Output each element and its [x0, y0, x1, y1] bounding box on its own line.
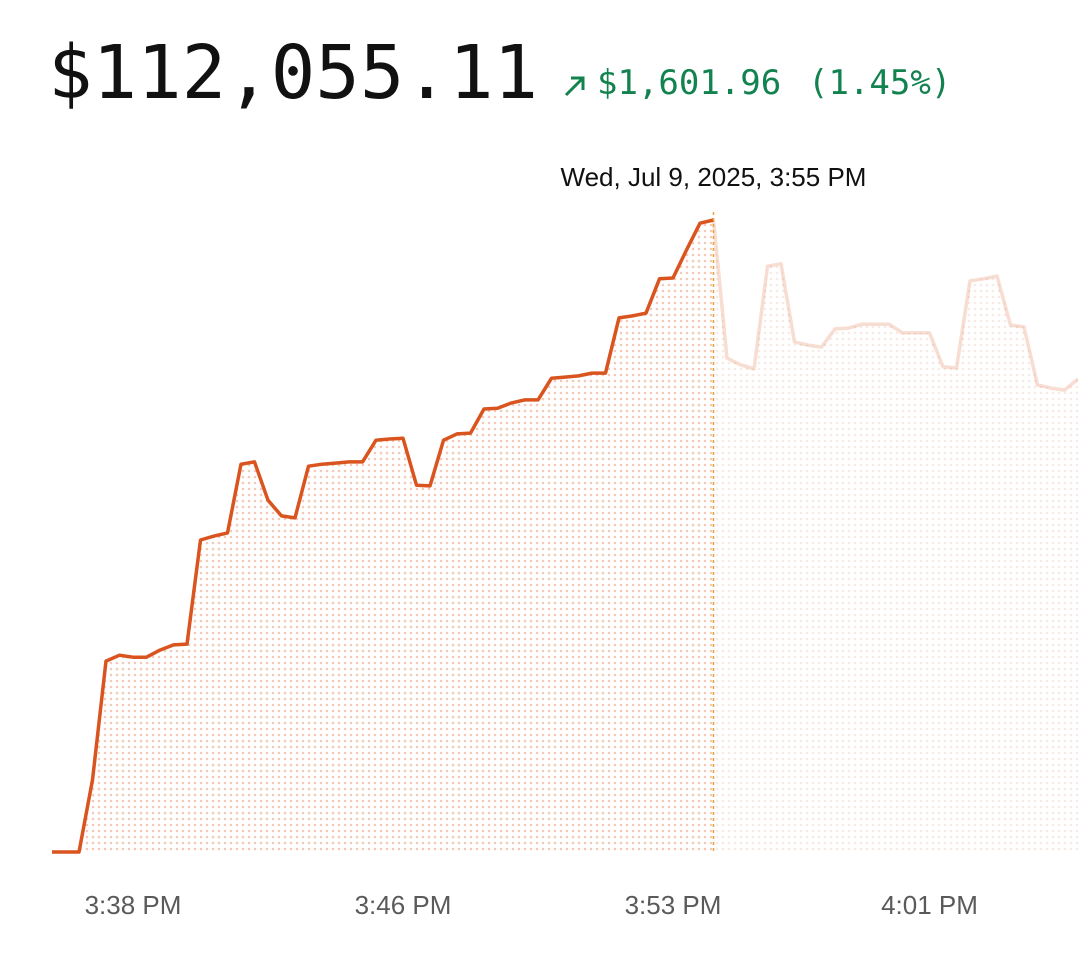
price: $112,055.11	[48, 30, 538, 116]
x-tick-label: 4:01 PM	[881, 890, 978, 920]
up-arrow-icon	[564, 76, 585, 97]
area	[713, 220, 1078, 852]
x-tick-label: 3:53 PM	[625, 890, 722, 920]
price-change: $1,601.96	[597, 63, 781, 103]
price-change-percent: (1.45%)	[808, 63, 951, 103]
price-line-future	[711, 219, 1078, 392]
x-tick-label: 3:46 PM	[355, 890, 452, 920]
area	[52, 220, 714, 852]
hover-label: Wed, Jul 9, 2025, 3:55 PM	[561, 162, 867, 192]
price-line	[52, 218, 714, 854]
x-tick-label: 3:38 PM	[85, 890, 182, 920]
